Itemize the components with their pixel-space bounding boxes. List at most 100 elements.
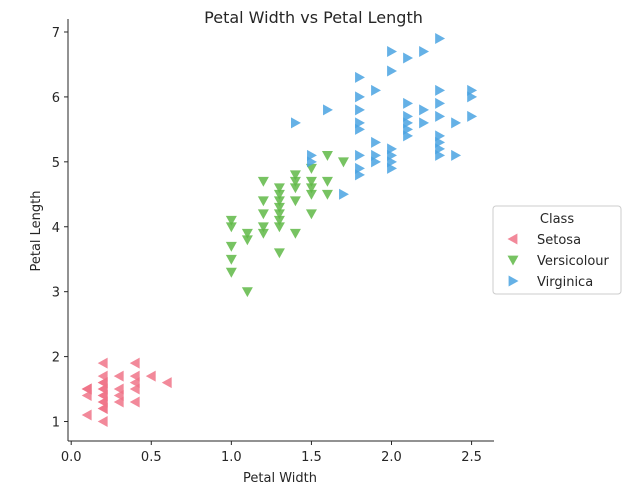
data-point [371, 84, 381, 96]
data-point [371, 149, 381, 161]
data-point [467, 84, 478, 96]
data-point [257, 222, 269, 233]
data-point [257, 228, 269, 239]
data-point [305, 183, 317, 194]
data-point [273, 183, 285, 194]
x-tick-label: 1.0 [221, 450, 242, 465]
data-point [225, 215, 237, 226]
data-point [273, 189, 285, 200]
legend-label: Setosa [537, 233, 581, 248]
data-point [257, 209, 269, 220]
data-point [321, 176, 333, 187]
y-tick-label: 3 [52, 286, 60, 301]
data-point [371, 136, 381, 148]
data-point [339, 188, 349, 200]
y-tick-label: 2 [52, 351, 60, 366]
y-ticks: 1 2 3 4 5 6 7 [52, 26, 68, 431]
data-point [435, 110, 446, 122]
data-point [435, 32, 446, 44]
series-versicolour [225, 150, 349, 298]
data-point [337, 157, 349, 168]
data-point [451, 117, 462, 129]
data-point [419, 45, 430, 57]
data-point [321, 150, 333, 161]
data-point [257, 176, 269, 187]
data-point [419, 104, 430, 116]
data-point [273, 202, 285, 213]
data-point [305, 209, 317, 220]
data-point [435, 97, 446, 109]
data-point [241, 228, 253, 239]
data-point [113, 383, 124, 395]
y-tick-label: 6 [52, 91, 60, 106]
data-point [291, 117, 301, 129]
x-tick-label: 0.5 [141, 450, 162, 465]
y-axis-label: Petal Length [29, 190, 44, 271]
data-point [403, 110, 414, 122]
data-point [161, 377, 172, 389]
data-point [289, 196, 301, 207]
data-points [81, 32, 478, 428]
legend-items: Setosa Versicolour Virginica [507, 233, 610, 290]
data-point [129, 396, 140, 408]
data-point [387, 65, 397, 77]
data-point [355, 104, 365, 116]
data-point [289, 176, 301, 187]
data-point [387, 143, 397, 155]
data-point [81, 383, 92, 395]
data-point [355, 117, 365, 129]
data-point [305, 176, 317, 187]
data-point [323, 104, 333, 116]
data-point [273, 215, 285, 226]
legend-label: Versicolour [537, 254, 610, 269]
data-point [321, 189, 333, 200]
x-tick-label: 0.0 [61, 450, 82, 465]
data-point [273, 209, 285, 220]
y-tick-label: 7 [52, 26, 60, 41]
data-point [273, 196, 285, 207]
data-point [355, 149, 365, 161]
data-point [273, 222, 285, 233]
y-tick-label: 4 [52, 221, 60, 236]
x-tick-label: 2.5 [461, 450, 482, 465]
data-point [129, 357, 140, 369]
series-setosa [81, 357, 172, 428]
data-point [289, 183, 301, 194]
data-point [355, 162, 365, 174]
data-point [273, 248, 285, 259]
x-axis-label: Petal Width [243, 471, 317, 486]
data-point [387, 45, 397, 57]
data-point [355, 91, 365, 103]
x-ticks: 0.0 0.5 1.0 1.5 2.0 2.5 [61, 441, 482, 465]
data-point [355, 71, 365, 83]
data-point [403, 97, 414, 109]
data-point [97, 357, 108, 369]
data-point [305, 189, 317, 200]
data-point [435, 84, 446, 96]
data-point [97, 370, 108, 382]
series-virginica [291, 32, 478, 200]
axes: 0.0 0.5 1.0 1.5 2.0 2.5 1 2 3 4 5 6 7 [52, 19, 494, 465]
data-point [419, 117, 430, 129]
data-point [225, 241, 237, 252]
legend: Class Setosa Versicolour Virginica [492, 205, 622, 295]
data-point [403, 52, 414, 64]
data-point [289, 170, 301, 181]
data-point [113, 370, 124, 382]
y-tick-label: 5 [52, 156, 60, 171]
data-point [225, 267, 237, 278]
data-point [241, 287, 253, 298]
data-point [145, 370, 156, 382]
legend-marker [507, 233, 518, 245]
legend-title: Class [540, 212, 574, 227]
chart-title: Petal Width vs Petal Length [204, 8, 423, 27]
legend-marker [507, 255, 519, 266]
data-point [257, 196, 269, 207]
data-point [129, 370, 140, 382]
y-tick-label: 1 [52, 416, 60, 431]
legend-label: Virginica [537, 275, 593, 290]
data-point [307, 149, 317, 161]
data-point [241, 235, 253, 246]
data-point [435, 130, 446, 142]
